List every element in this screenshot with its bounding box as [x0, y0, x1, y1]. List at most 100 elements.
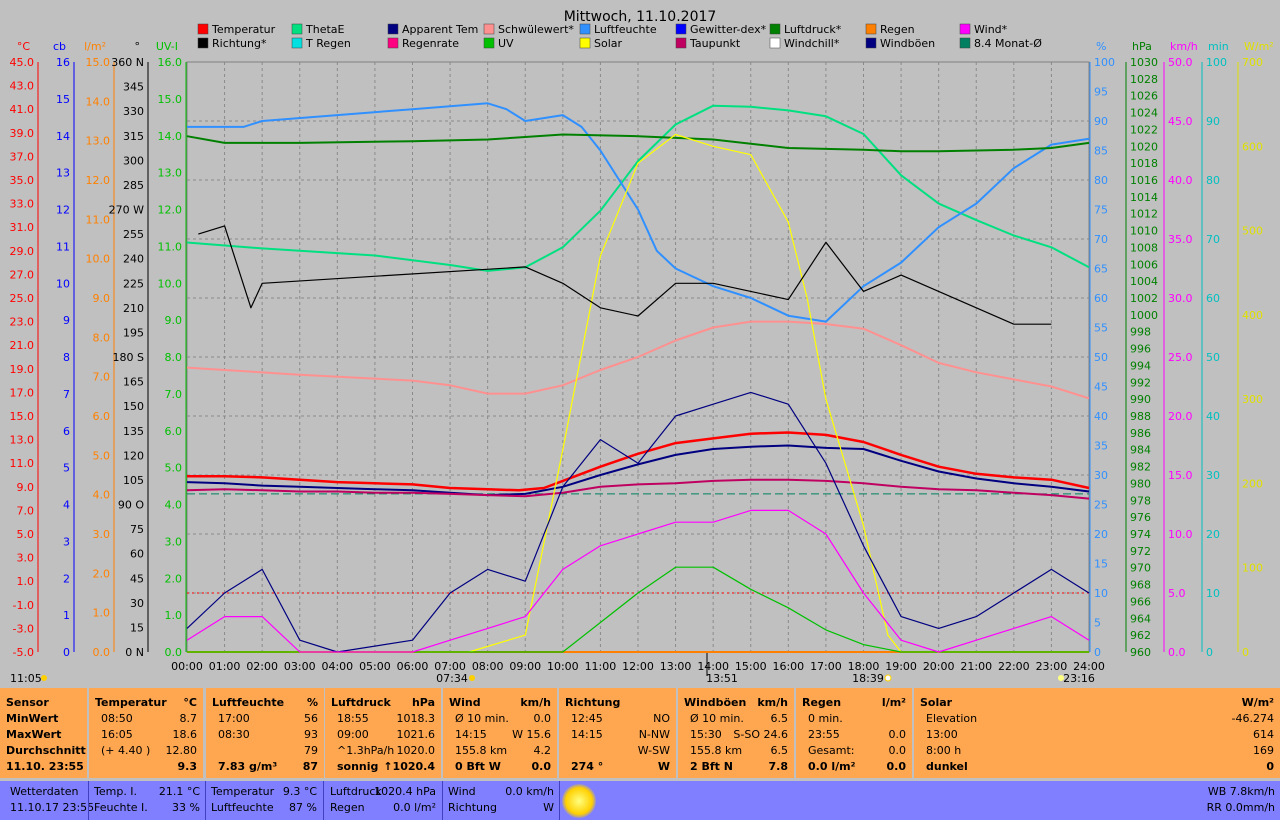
- tick-label-hum: 85: [1094, 145, 1108, 158]
- legend-swatch: [579, 23, 591, 35]
- legend-swatch: [291, 23, 303, 35]
- x-tick-label: 20:00: [923, 660, 955, 673]
- tick-label-min: 100: [1206, 56, 1227, 69]
- tick-label-dir: 225: [123, 277, 144, 290]
- panel-title: Richtung: [565, 696, 621, 709]
- tick-label-dir: 255: [123, 228, 144, 241]
- tick-label-press: 964: [1130, 612, 1151, 625]
- tick-label-min: 70: [1206, 233, 1220, 246]
- panel-unit: km/h: [520, 696, 551, 709]
- x-tick-label: 15:00: [735, 660, 767, 673]
- x-tick-label: 04:00: [321, 660, 353, 673]
- legend-swatch: [675, 37, 687, 49]
- panel-row-label: 274 °: [571, 760, 604, 773]
- tick-label-min: 0: [1206, 646, 1213, 659]
- tick-label-solar: 700: [1242, 56, 1263, 69]
- tick-label-dir: 240: [123, 253, 144, 266]
- time-marker-sunset: 18:39: [852, 672, 884, 685]
- x-tick-label: 11:00: [585, 660, 617, 673]
- tick-label-temp: 19.0: [10, 363, 35, 376]
- tick-label-press: 1026: [1130, 90, 1158, 103]
- tick-label-temp: 25.0: [10, 292, 35, 305]
- panel-row-label: 15:30: [690, 728, 722, 741]
- tick-label-press: 1002: [1130, 292, 1158, 305]
- legend-label: UV: [498, 37, 514, 50]
- tick-label-solar: 200: [1242, 477, 1263, 490]
- tick-label-uv: 15.0: [158, 93, 183, 106]
- panel-row-value: S-SO 24.6: [733, 728, 788, 741]
- panel-row-value: 4.2: [533, 744, 552, 757]
- tick-label-uv: 10.0: [158, 277, 183, 290]
- series-uv: [187, 566, 1089, 653]
- status-temp-i-value: 21.1 °C: [158, 785, 200, 798]
- tick-label-cb: 4: [63, 499, 70, 512]
- tick-label-rain: 0.0: [93, 646, 111, 659]
- panel-row-label: 09:00: [337, 728, 369, 741]
- time-marker-noon: 13:51: [706, 672, 738, 685]
- x-tick-label: 19:00: [885, 660, 917, 673]
- x-tick-label: 01:00: [209, 660, 241, 673]
- tick-label-uv: 5.0: [165, 462, 183, 475]
- panel-row-value: 0.0: [888, 728, 907, 741]
- status-feuchte-i-value: 33 %: [172, 801, 200, 814]
- time-marker-left: 11:05: [10, 672, 42, 685]
- sun-marker-icon: [469, 675, 475, 681]
- tick-label-rain: 12.0: [86, 174, 111, 187]
- legend-label: T Regen: [305, 37, 351, 50]
- tick-label-temp: 33.0: [10, 198, 35, 211]
- tick-label-dir: 195: [123, 326, 144, 339]
- axis-unit-rain: l/m²: [84, 40, 106, 53]
- panel-row-value: 87: [302, 760, 318, 773]
- panel-title: Wind: [449, 696, 481, 709]
- panel-row-label: Ø 10 min.: [690, 712, 744, 725]
- tick-label-dir: 135: [123, 425, 144, 438]
- tick-label-press: 968: [1130, 579, 1151, 592]
- axis-unit-cb: cb: [53, 40, 66, 53]
- tick-label-min: 30: [1206, 469, 1220, 482]
- panel-row-label: 155.8 km: [690, 744, 743, 757]
- tick-label-press: 1000: [1130, 309, 1158, 322]
- tick-label-cb: 8: [63, 351, 70, 364]
- legend-label: Richtung*: [212, 37, 267, 50]
- x-tick-label: 02:00: [246, 660, 278, 673]
- panel-row-label: 13:00: [926, 728, 958, 741]
- panel-row-value: 1021.6: [396, 728, 436, 741]
- tick-label-press: 992: [1130, 376, 1151, 389]
- tick-label-wind: 15.0: [1168, 469, 1193, 482]
- tick-label-rain: 4.0: [93, 489, 111, 502]
- panel-unit: W/m²: [1241, 696, 1274, 709]
- tick-label-press: 998: [1130, 326, 1151, 339]
- series-wind-: [186, 509, 1090, 653]
- x-tick-label: 10:00: [547, 660, 579, 673]
- panel-row-value: 18.6: [172, 728, 198, 741]
- tick-label-press: 960: [1130, 646, 1151, 659]
- tick-label-min: 50: [1206, 351, 1220, 364]
- tick-label-press: 1016: [1130, 174, 1158, 187]
- panel-row-label: sonnig: [337, 760, 379, 773]
- tick-label-press: 994: [1130, 359, 1151, 372]
- tick-label-press: 1004: [1130, 275, 1158, 288]
- legend-label: Temperatur: [211, 23, 276, 36]
- tick-label-dir: 120: [123, 449, 144, 462]
- axis-unit-min: min: [1208, 40, 1229, 53]
- weather-chart: °C45.043.041.039.037.035.033.031.029.027…: [9, 9, 1274, 685]
- tick-label-dir: 180 S: [113, 351, 144, 364]
- tick-label-press: 1014: [1130, 191, 1158, 204]
- tick-label-cb: 14: [56, 130, 70, 143]
- panel-row-value: 93: [304, 728, 318, 741]
- x-tick-label: 05:00: [359, 660, 391, 673]
- panel-row-label: Elevation: [926, 712, 978, 725]
- tick-label-wind: 25.0: [1168, 351, 1193, 364]
- tick-label-temp: 27.0: [10, 268, 35, 281]
- legend-swatch: [291, 37, 303, 49]
- panel-row-label: 12:45: [571, 712, 603, 725]
- panel-row-value: 169: [1253, 744, 1274, 757]
- tick-label-cb: 7: [63, 388, 70, 401]
- panel-unit: km/h: [757, 696, 788, 709]
- panel-title: Luftfeuchte: [212, 696, 285, 709]
- tick-label-uv: 3.0: [165, 535, 183, 548]
- tick-label-temp: 3.0: [17, 552, 35, 565]
- panel-title: Regen: [802, 696, 842, 709]
- tick-label-dir: 30: [130, 597, 144, 610]
- status-wind-label: Wind: [448, 785, 476, 798]
